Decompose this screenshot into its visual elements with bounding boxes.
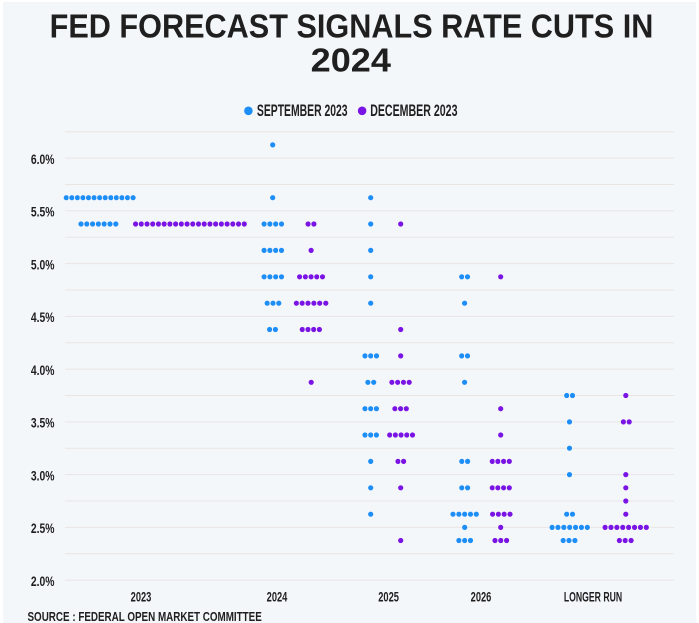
svg-text:4.0%: 4.0%: [31, 362, 55, 378]
svg-text:3.0%: 3.0%: [31, 468, 55, 484]
svg-text:6.0%: 6.0%: [31, 151, 55, 167]
svg-text:2.0%: 2.0%: [31, 573, 55, 589]
svg-text:SEPTEMBER 2023: SEPTEMBER 2023: [257, 100, 348, 119]
svg-text:3.5%: 3.5%: [31, 415, 55, 431]
svg-text:4.5%: 4.5%: [31, 310, 55, 326]
svg-text:2024: 2024: [267, 588, 288, 604]
svg-text:SOURCE : FEDERAL OPEN MARKET C: SOURCE : FEDERAL OPEN MARKET COMMITTEE: [28, 611, 263, 623]
svg-text:2024: 2024: [311, 42, 392, 80]
svg-text:2026: 2026: [471, 588, 492, 604]
svg-text:5.0%: 5.0%: [31, 257, 55, 273]
svg-text:2.5%: 2.5%: [31, 521, 55, 537]
svg-text:5.5%: 5.5%: [31, 204, 55, 220]
svg-text:2025: 2025: [378, 588, 399, 604]
svg-text:2023: 2023: [131, 588, 152, 604]
svg-text:DECEMBER 2023: DECEMBER 2023: [370, 101, 457, 120]
svg-text:FED FORECAST SIGNALS RATE CUTS: FED FORECAST SIGNALS RATE CUTS IN: [50, 7, 654, 45]
svg-text:LONGER RUN: LONGER RUN: [564, 589, 622, 605]
